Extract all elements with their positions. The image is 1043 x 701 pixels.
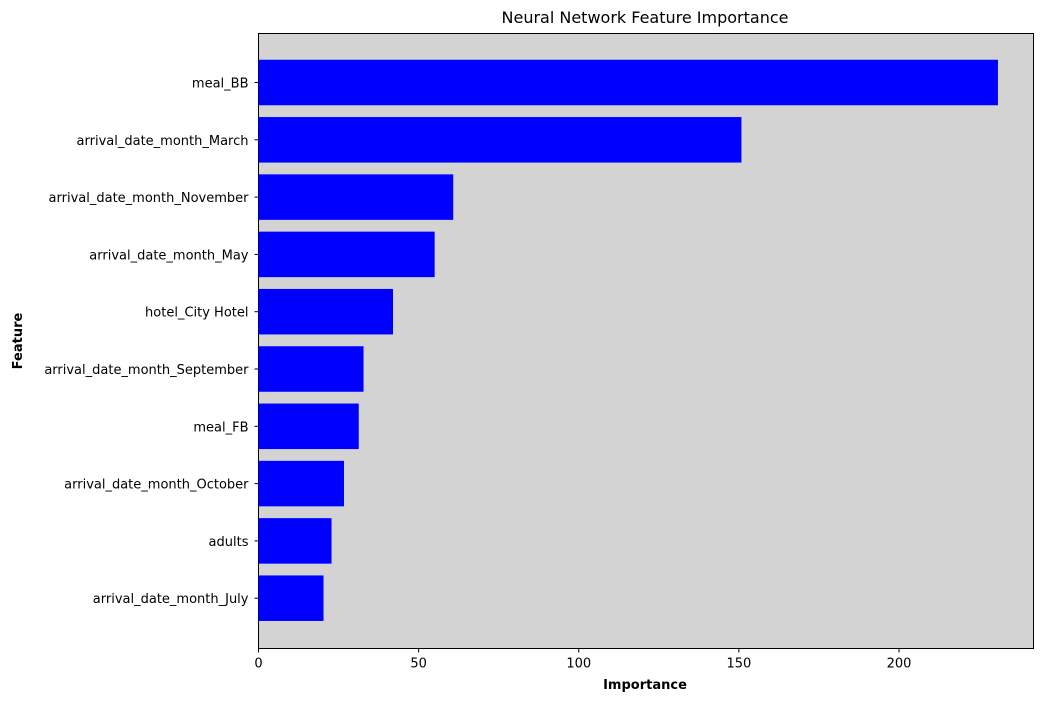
- bar-0: [258, 59, 998, 106]
- bar-8: [258, 518, 332, 564]
- bar-9: [258, 575, 324, 621]
- bar-1: [258, 117, 742, 163]
- y-tick-label: meal_BB: [192, 77, 249, 92]
- x-axis-label: Importance: [603, 678, 687, 693]
- y-axis-label: Feature: [11, 312, 26, 369]
- x-tick-label: 150: [726, 657, 751, 672]
- bar-7: [258, 460, 345, 507]
- y-tick-label: arrival_date_month_November: [49, 191, 250, 206]
- x-tick-label: 50: [410, 657, 427, 672]
- chart-title: Neural Network Feature Importance: [502, 8, 789, 27]
- y-tick-label: adults: [209, 535, 249, 550]
- y-tick-label: hotel_City Hotel: [145, 306, 248, 321]
- y-tick-label: meal_FB: [193, 420, 248, 435]
- bar-6: [258, 403, 359, 450]
- x-tick-label: 200: [887, 657, 912, 672]
- y-tick-label: arrival_date_month_October: [64, 478, 249, 493]
- y-tick-label: arrival_date_month_May: [89, 248, 248, 263]
- bar-5: [258, 346, 364, 392]
- x-tick-label: 100: [566, 657, 591, 672]
- bar-2: [258, 174, 454, 220]
- y-tick-label: arrival_date_month_September: [44, 363, 249, 378]
- bar-3: [258, 231, 435, 278]
- y-tick-label: arrival_date_month_July: [93, 592, 249, 607]
- x-tick-label: 0: [254, 657, 262, 672]
- y-tick-label: arrival_date_month_March: [77, 134, 249, 149]
- bar-4: [258, 288, 394, 335]
